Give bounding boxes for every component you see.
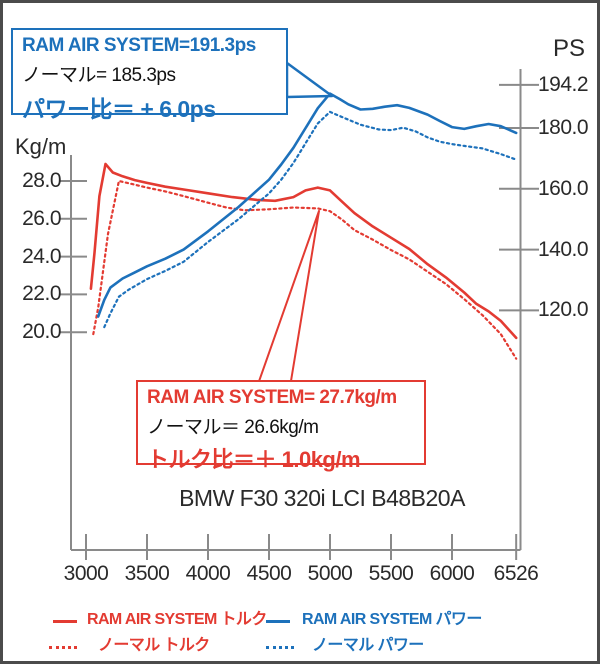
right-tick-label: 194.2 xyxy=(538,73,589,96)
left-tick-label: 24.0 xyxy=(22,245,61,268)
right-tick-label: 160.0 xyxy=(538,177,589,200)
power-ram-value: RAM AIR SYSTEM=191.3ps xyxy=(22,35,256,56)
ram-air-torque-line xyxy=(89,162,518,340)
x-tick-label: 5500 xyxy=(368,562,414,585)
chart-title: BMW F30 320i LCI B48B20A xyxy=(179,485,465,511)
right-axis-unit: PS xyxy=(553,35,586,62)
legend-label-normal-torque: ノーマル トルク xyxy=(98,637,210,654)
tick-marks xyxy=(59,83,539,560)
power-callout-pointer xyxy=(285,61,334,99)
x-tick-label: 3000 xyxy=(63,562,109,585)
legend-line-ram-power-swatch xyxy=(266,620,290,623)
legend-label-normal-power: ノーマル パワー xyxy=(312,637,424,654)
x-tick-label: 4000 xyxy=(185,562,231,585)
torque-ram-value: RAM AIR SYSTEM= 27.7kg/m xyxy=(147,387,397,408)
torque-gain-value: トルク比＝＋ 1.0kg/m xyxy=(147,447,361,472)
x-tick-label: 6526 xyxy=(493,562,539,585)
left-tick-label: 28.0 xyxy=(22,169,61,192)
curves xyxy=(89,92,518,360)
torque-annotation-box: RAM AIR SYSTEM= 27.7kg/m ノーマル＝ 26.6kg/m … xyxy=(136,380,426,472)
torque-callout-pointer xyxy=(256,210,320,388)
legend-line-normal-torque-swatch xyxy=(49,646,77,649)
left-tick-label: 26.0 xyxy=(22,207,61,230)
left-tick-label: 22.0 xyxy=(22,282,61,305)
x-tick-label: 5000 xyxy=(307,562,353,585)
legend-line-ram-torque-swatch xyxy=(53,620,77,623)
left-tick-label: 20.0 xyxy=(22,320,61,343)
torque-normal-value: ノーマル＝ 26.6kg/m xyxy=(147,417,319,438)
right-tick-label: 120.0 xyxy=(538,298,589,321)
normal-torque-line xyxy=(92,179,518,360)
power-gain-value: パワー比＝ + 6.0ps xyxy=(22,96,216,122)
power-annotation-box: RAM AIR SYSTEM=191.3ps ノーマル= 185.3ps パワー… xyxy=(11,28,288,122)
normal-power-line xyxy=(103,110,518,329)
right-tick-label: 140.0 xyxy=(538,238,589,261)
power-normal-value: ノーマル= 185.3ps xyxy=(22,65,176,86)
x-tick-label: 3500 xyxy=(124,562,170,585)
x-tick-label: 6000 xyxy=(429,562,475,585)
legend-label-ram-torque: RAM AIR SYSTEM トルク xyxy=(87,611,267,628)
x-tick-label: 4500 xyxy=(246,562,292,585)
chart-canvas xyxy=(59,61,539,560)
right-tick-label: 180.0 xyxy=(538,116,589,139)
legend-label-ram-power: RAM AIR SYSTEM パワー xyxy=(302,611,482,628)
legend-line-normal-power-swatch xyxy=(266,646,294,649)
left-axis-unit: Kg/m xyxy=(15,134,67,159)
